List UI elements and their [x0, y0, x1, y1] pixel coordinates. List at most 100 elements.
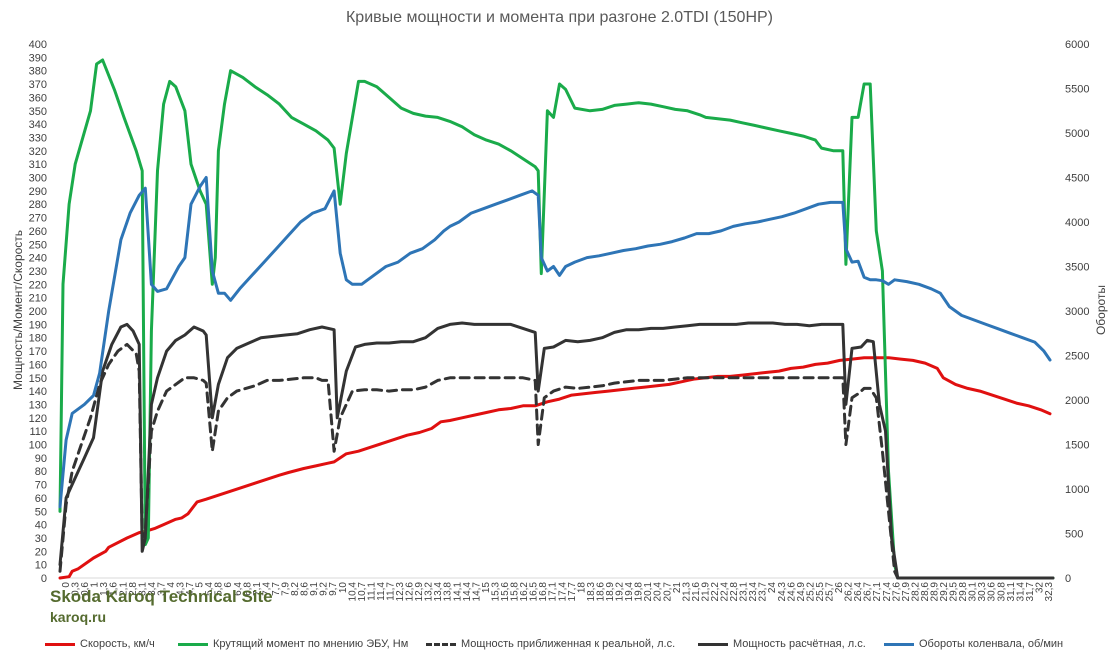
y-tick-label: 380: [29, 66, 47, 78]
x-tick-label: 1,3: [99, 582, 110, 596]
y-tick-label: 270: [29, 213, 47, 225]
x-tick-label: 26,7: [863, 582, 874, 602]
x-tick-label: 22,2: [710, 582, 721, 602]
x-tick-label: 0,6: [80, 582, 91, 596]
x-tick-label: 25,5: [815, 582, 826, 602]
legend-label: Крутящий момент по мнению ЭБУ, Нм: [213, 638, 409, 650]
x-tick-label: 13,4: [433, 582, 444, 602]
y-tick-label: 230: [29, 266, 47, 278]
y2-tick-label: 4500: [1065, 173, 1089, 185]
x-tick-label: 21,6: [691, 582, 702, 602]
series-line-3: [58, 342, 1055, 580]
x-tick-label: 1: [90, 582, 101, 588]
x-tick-label: 18,6: [595, 582, 606, 602]
legend-item: Крутящий момент по мнению ЭБУ, Нм: [178, 636, 408, 652]
x-tick-label: 3,1: [137, 582, 148, 596]
legend-swatch: [178, 642, 208, 646]
series-line-2: [58, 58, 1055, 580]
x-tick-label: 7,9: [281, 582, 292, 596]
x-tick-label: 30,8: [996, 582, 1007, 602]
y-tick-label: 400: [29, 39, 47, 51]
x-tick-label: 15: [481, 582, 492, 594]
x-tick-label: 23,7: [758, 582, 769, 602]
x-tick-label: 24: [767, 582, 778, 594]
x-tick-label: 27,9: [901, 582, 912, 602]
y-tick-label: 360: [29, 92, 47, 104]
legend-label: Обороты коленвала, об/мин: [919, 638, 1064, 650]
y-axis-label: Мощность/Момент/Скорость: [11, 230, 25, 390]
x-tick-label: 18,3: [586, 582, 597, 602]
y2-tick-label: 3000: [1065, 306, 1089, 318]
y-tick-label: 150: [29, 373, 47, 385]
x-tick-label: 7,4: [261, 582, 272, 596]
x-tick-label: 26,2: [844, 582, 855, 602]
y-tick-label: 120: [29, 413, 47, 425]
x-tick-label: 4,7: [185, 582, 196, 596]
y-tick-label: 70: [35, 480, 47, 492]
y-tick-label: 220: [29, 279, 47, 291]
y2-tick-label: 4000: [1065, 217, 1089, 229]
y-tick-label: 320: [29, 146, 47, 158]
y-tick-label: 180: [29, 333, 47, 345]
x-tick-label: 7,7: [271, 582, 282, 596]
x-tick-label: 11,7: [385, 582, 396, 601]
x-tick-label: 31,1: [1006, 582, 1017, 602]
x-tick-label: 13,2: [424, 582, 435, 602]
x-tick-label: 12,9: [414, 582, 425, 602]
legend-item: Мощность приближенная к реальной, л.с.: [426, 636, 675, 652]
y-tick-label: 240: [29, 253, 47, 265]
watermark-title: Skoda Karoq Technical Site: [50, 587, 273, 606]
y-tick-label: 80: [35, 466, 47, 478]
x-tick-label: 32: [1034, 582, 1045, 594]
x-tick-label: 14,1: [452, 582, 463, 602]
y-tick-label: 250: [29, 239, 47, 251]
x-tick-label: 14,4: [462, 582, 473, 602]
x-tick-label: 25,7: [824, 582, 835, 602]
series-line-1: [58, 356, 1052, 580]
x-tick-label: 3,4: [147, 582, 158, 596]
x-tick-label: 6,4: [233, 582, 244, 596]
x-tick-label: 14,7: [471, 582, 482, 602]
y-tick-label: 330: [29, 132, 47, 144]
x-tick-label: 9,2: [319, 582, 330, 596]
legend-swatch: [45, 642, 75, 646]
x-tick-label: 25,2: [805, 582, 816, 602]
legend-swatch: [698, 642, 728, 646]
x-tick-label: 10,7: [357, 582, 368, 602]
x-tick-label: 16,8: [538, 582, 549, 602]
x-tick-label: 7,1: [252, 582, 263, 596]
x-tick-label: 28,9: [929, 582, 940, 602]
x-tick-label: 10: [338, 582, 349, 594]
x-tick-label: 4,3: [176, 582, 187, 596]
legend-swatch: [426, 642, 456, 646]
y-tick-label: 40: [35, 520, 47, 532]
x-tick-label: 19,4: [624, 582, 635, 602]
legend-swatch: [884, 642, 914, 646]
y-tick-label: 210: [29, 293, 47, 305]
y2-tick-label: 5000: [1065, 128, 1089, 140]
x-tick-label: 0: [61, 582, 72, 588]
x-tick-label: 30,3: [977, 582, 988, 602]
x-tick-label: 26,4: [853, 582, 864, 602]
x-tick-label: 27,6: [891, 582, 902, 602]
x-tick-label: 16,5: [529, 582, 540, 602]
x-tick-label: 26: [834, 582, 845, 594]
legend-label: Мощность расчётная, л.с.: [733, 638, 866, 650]
y2-tick-label: 0: [1065, 573, 1071, 585]
x-tick-label: 5,8: [214, 582, 225, 596]
x-tick-label: 23,4: [748, 582, 759, 602]
x-tick-label: 16,2: [519, 582, 530, 602]
x-tick-label: 21: [672, 582, 683, 594]
x-tick-label: 11,1: [366, 582, 377, 601]
y2-tick-label: 5500: [1065, 84, 1089, 96]
x-tick-label: 17,4: [557, 582, 568, 602]
x-tick-label: 11,4: [376, 582, 387, 601]
x-tick-label: 6: [223, 582, 234, 588]
y2-axis-label: Обороты: [1094, 285, 1108, 335]
y2-tick-label: 2000: [1065, 395, 1089, 407]
y-tick-label: 100: [29, 440, 47, 452]
x-tick-label: 32,3: [1044, 582, 1055, 602]
y-tick-label: 110: [29, 426, 47, 438]
legend-label: Мощность приближенная к реальной, л.с.: [461, 638, 676, 650]
